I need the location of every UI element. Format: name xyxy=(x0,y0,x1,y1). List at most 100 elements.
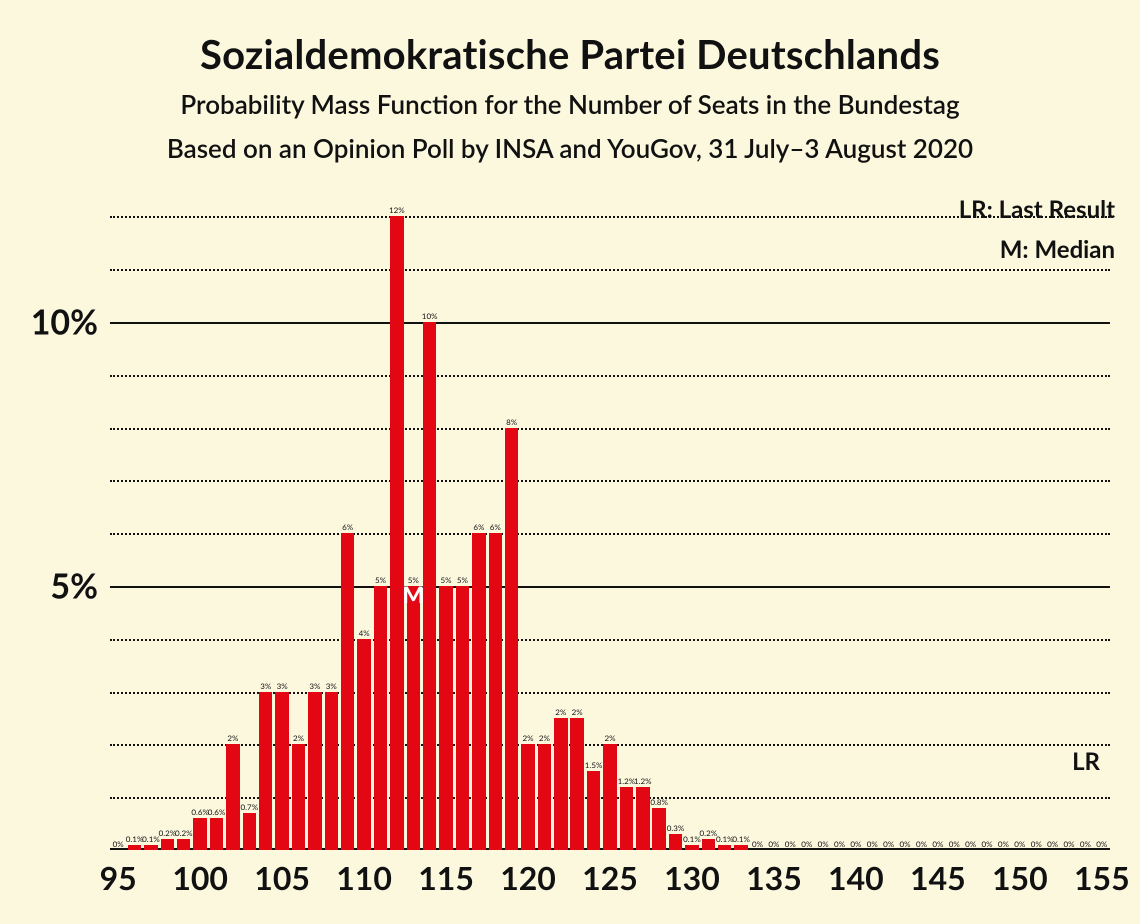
bar-value-label: 2% xyxy=(604,733,615,743)
grid-major xyxy=(110,322,1110,324)
bar: 6% xyxy=(341,533,354,850)
bar: 5% xyxy=(407,586,420,850)
x-axis-label: 150 xyxy=(992,858,1048,897)
bar-value-label: 6% xyxy=(473,522,484,532)
bar-value-label: 0% xyxy=(850,839,861,849)
bar-value-label: 1.2% xyxy=(618,776,636,786)
bar: 3% xyxy=(308,692,321,850)
bar: 10% xyxy=(423,322,436,850)
legend-m: M: Median xyxy=(1000,235,1115,264)
median-marker: M xyxy=(402,580,424,608)
x-axis-label: 115 xyxy=(418,858,474,897)
grid-minor xyxy=(110,480,1110,482)
y-axis-label: 5% xyxy=(50,566,98,607)
bar-value-label: 0% xyxy=(982,839,993,849)
bar-value-label: 10% xyxy=(422,311,438,321)
x-axis-label: 140 xyxy=(828,858,884,897)
x-axis-label: 95 xyxy=(100,858,137,897)
bar-value-label: 0% xyxy=(801,839,812,849)
bar-value-label: 0.6% xyxy=(208,807,226,817)
chart-title: Sozialdemokratische Partei Deutschlands xyxy=(0,30,1140,78)
bar: 0.2% xyxy=(161,839,174,850)
bar-value-label: 0.1% xyxy=(716,834,734,844)
bar: 6% xyxy=(472,533,485,850)
x-axis-label: 105 xyxy=(254,858,310,897)
bar-value-label: 0% xyxy=(883,839,894,849)
bar-value-label: 3% xyxy=(260,681,271,691)
bar-value-label: 2% xyxy=(522,733,533,743)
lr-marker: LR xyxy=(1072,747,1100,776)
bar-value-label: 0.1% xyxy=(126,834,144,844)
bar: 5% xyxy=(456,586,469,850)
bar: 1.2% xyxy=(636,787,649,850)
bar-value-label: 0% xyxy=(1031,839,1042,849)
bar: 0.1% xyxy=(144,845,157,850)
x-axis-label: 110 xyxy=(336,858,392,897)
chart-container: Sozialdemokratische Partei Deutschlands … xyxy=(0,0,1140,924)
y-axis-label: 10% xyxy=(31,302,98,343)
bar-value-label: 2% xyxy=(555,707,566,717)
bar: 1.2% xyxy=(620,787,633,850)
x-axis-label: 100 xyxy=(172,858,228,897)
bar: 0.2% xyxy=(177,839,190,850)
bar: 0.6% xyxy=(193,818,206,850)
bar: 1.5% xyxy=(587,771,600,850)
bar-value-label: 0% xyxy=(1047,839,1058,849)
bar: 2% xyxy=(538,744,551,850)
bar-value-label: 0.2% xyxy=(700,828,718,838)
grid-minor xyxy=(110,639,1110,641)
bar: 0.1% xyxy=(718,845,731,850)
bar: 2% xyxy=(570,718,583,850)
bar-value-label: 0% xyxy=(752,839,763,849)
bar-value-label: 0.2% xyxy=(159,828,177,838)
legend-lr: LR: Last Result xyxy=(959,195,1115,224)
bar: 0.1% xyxy=(734,845,747,850)
bar: 8% xyxy=(505,428,518,850)
grid-minor xyxy=(110,533,1110,535)
bar: 3% xyxy=(275,692,288,850)
bar-value-label: 5% xyxy=(457,575,468,585)
bar-value-label: 0.6% xyxy=(191,807,209,817)
bar: 6% xyxy=(489,533,502,850)
bar-value-label: 0% xyxy=(916,839,927,849)
bar-value-label: 3% xyxy=(326,681,337,691)
bar-value-label: 0.7% xyxy=(241,802,259,812)
grid-major xyxy=(110,586,1110,588)
bar-value-label: 0% xyxy=(1014,839,1025,849)
bar: 2% xyxy=(603,744,616,850)
grid-minor xyxy=(110,428,1110,430)
bar-value-label: 0% xyxy=(1063,839,1074,849)
grid-minor xyxy=(110,375,1110,377)
chart-subtitle-1: Probability Mass Function for the Number… xyxy=(0,88,1140,120)
bar-value-label: 0.1% xyxy=(683,834,701,844)
bar-value-label: 6% xyxy=(490,522,501,532)
bar-value-label: 0% xyxy=(818,839,829,849)
bar-value-label: 5% xyxy=(441,575,452,585)
bar-value-label: 0% xyxy=(965,839,976,849)
bar: 2% xyxy=(554,718,567,850)
bar-value-label: 0% xyxy=(900,839,911,849)
bar-value-label: 5% xyxy=(375,575,386,585)
bar-value-label: 0.1% xyxy=(732,834,750,844)
bar-value-label: 1.5% xyxy=(585,760,603,770)
bar: 4% xyxy=(357,639,370,850)
bar: 2% xyxy=(226,744,239,850)
bar: 2% xyxy=(521,744,534,850)
bar: 3% xyxy=(325,692,338,850)
x-axis-label: 125 xyxy=(582,858,638,897)
bar-value-label: 2% xyxy=(539,733,550,743)
bar-value-label: 0% xyxy=(998,839,1009,849)
bar: 0.3% xyxy=(669,834,682,850)
x-axis-label: 120 xyxy=(500,858,556,897)
bar-value-label: 0% xyxy=(768,839,779,849)
bar-value-label: 2% xyxy=(572,707,583,717)
bar: 0.7% xyxy=(243,813,256,850)
bar-value-label: 0% xyxy=(867,839,878,849)
bar-value-label: 0% xyxy=(1096,839,1107,849)
bar-value-label: 0.2% xyxy=(175,828,193,838)
bar-value-label: 0% xyxy=(113,839,124,849)
bar-value-label: 0% xyxy=(1080,839,1091,849)
bar-value-label: 2% xyxy=(227,733,238,743)
bar: 5% xyxy=(374,586,387,850)
bar: 2% xyxy=(292,744,305,850)
